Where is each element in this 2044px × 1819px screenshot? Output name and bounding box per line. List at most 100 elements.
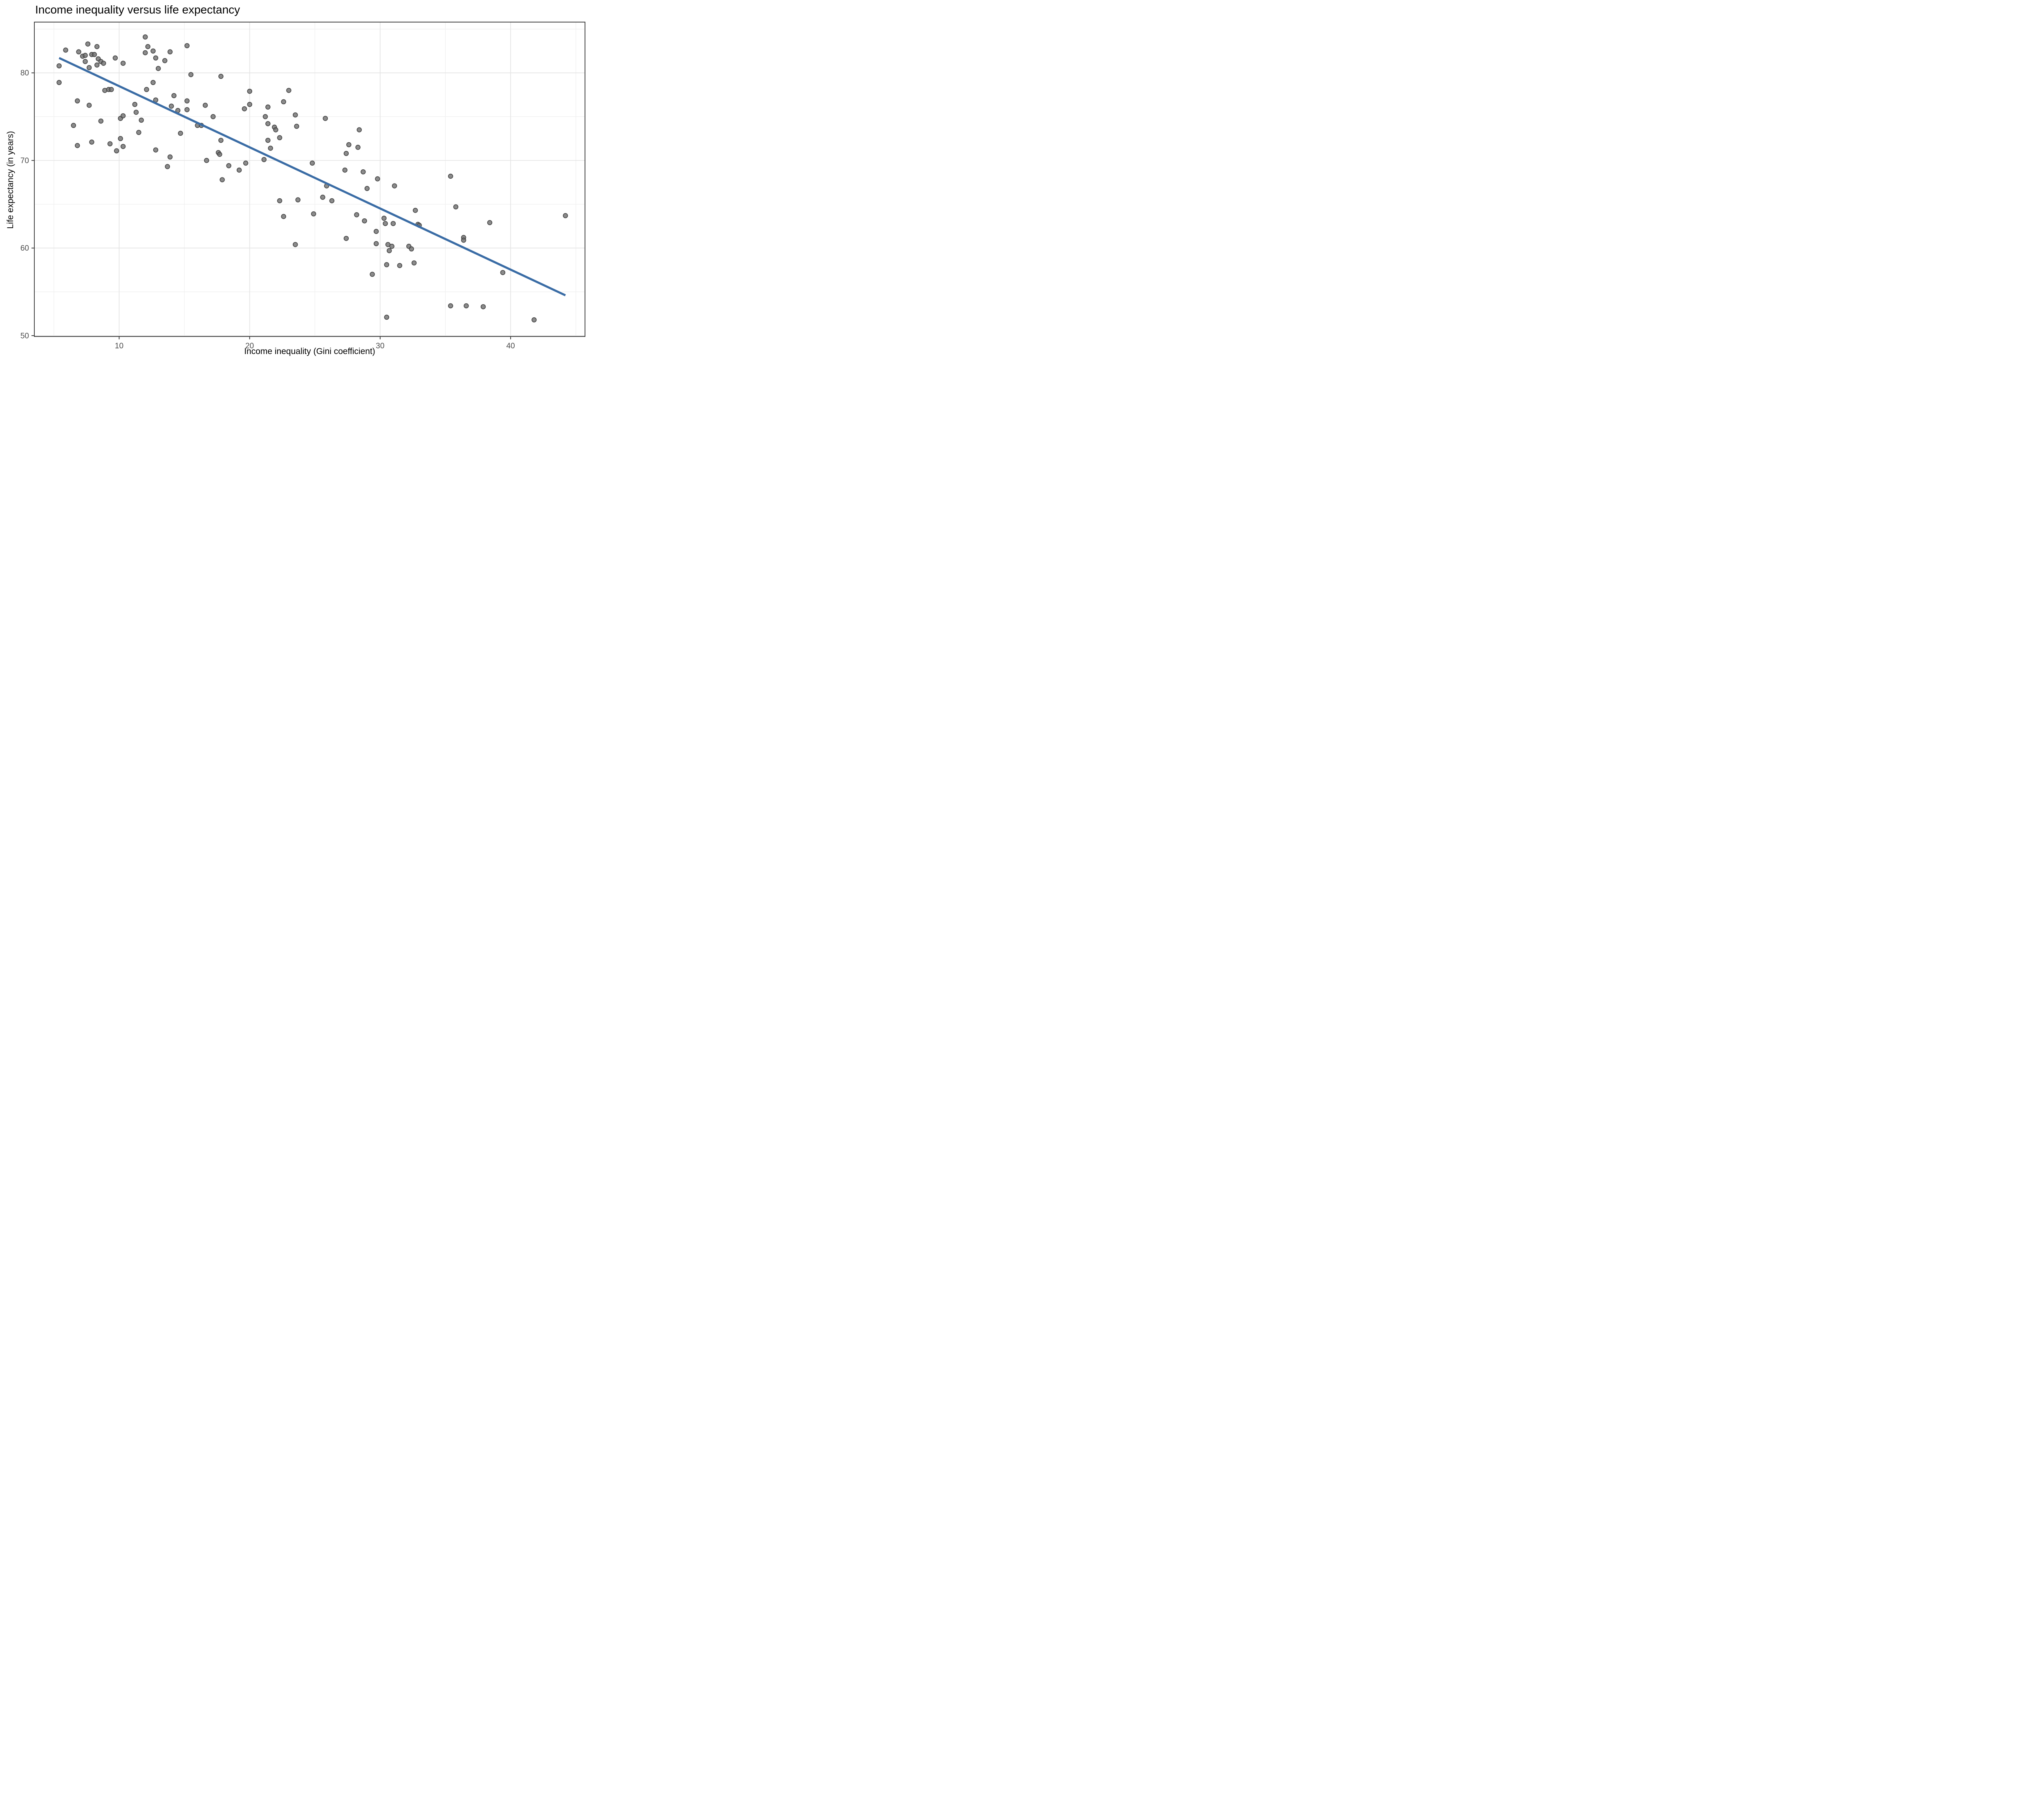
data-point [220, 177, 225, 182]
data-point [311, 211, 316, 217]
data-point [63, 47, 68, 53]
x-tick-label: 10 [115, 342, 123, 350]
data-point [143, 50, 148, 56]
data-point [374, 241, 379, 247]
data-point [392, 183, 397, 188]
data-point [153, 147, 159, 153]
data-point [136, 130, 141, 135]
data-point [500, 270, 506, 275]
data-point [178, 130, 183, 136]
data-point [480, 304, 486, 310]
data-point [94, 62, 100, 68]
data-point [261, 157, 267, 162]
data-point [56, 63, 62, 69]
data-point [162, 58, 168, 63]
data-point [76, 49, 81, 55]
data-point [362, 218, 367, 224]
data-point [309, 160, 315, 166]
data-point [98, 118, 104, 124]
data-point [75, 143, 80, 148]
data-point [112, 55, 118, 61]
data-point [277, 198, 282, 204]
data-point [167, 49, 173, 55]
data-point [343, 236, 349, 241]
data-point [323, 116, 328, 121]
data-point [155, 66, 161, 71]
data-point [120, 113, 126, 119]
data-point [409, 246, 414, 252]
data-point [453, 204, 459, 210]
data-point [218, 137, 224, 143]
data-point [145, 44, 150, 49]
data-point [343, 151, 349, 156]
plot-area: 10 20 30 40 50 60 70 80 [20, 22, 585, 350]
data-point [236, 167, 242, 173]
data-point [354, 212, 359, 218]
y-axis-title: Life expectancy (in years) [6, 131, 15, 229]
plot-title: Income inequality versus life expectancy [35, 3, 240, 16]
data-point [184, 43, 190, 49]
data-point [168, 103, 174, 109]
data-point [374, 229, 379, 234]
data-point [184, 98, 190, 104]
data-point [281, 214, 286, 219]
data-point [83, 53, 88, 58]
data-point [167, 154, 173, 160]
data-point [384, 314, 390, 320]
data-point [464, 303, 469, 309]
data-point [356, 127, 362, 132]
data-point [265, 121, 271, 126]
data-point [295, 197, 301, 203]
data-point [109, 87, 114, 92]
data-point [92, 52, 97, 57]
data-point [86, 103, 92, 108]
data-point [153, 55, 159, 61]
data-point [364, 186, 370, 191]
data-point [265, 104, 271, 110]
data-point [342, 167, 347, 173]
data-point [293, 242, 298, 247]
data-point [118, 136, 123, 141]
data-point [107, 141, 113, 146]
data-point [211, 114, 216, 119]
data-point [563, 213, 568, 218]
panel-border [34, 22, 585, 337]
y-tick-label: 70 [20, 157, 29, 165]
data-point [294, 123, 299, 129]
trend-line [58, 57, 566, 296]
data-point [386, 248, 392, 253]
data-point [346, 142, 352, 148]
data-point [243, 160, 249, 166]
data-point [487, 220, 493, 225]
data-point [265, 137, 271, 143]
data-point [412, 208, 418, 213]
data-point [144, 87, 149, 92]
data-point [355, 145, 361, 150]
data-point [56, 80, 62, 85]
data-point [217, 152, 222, 157]
data-point [448, 303, 453, 309]
x-tick-label: 30 [376, 342, 384, 350]
data-point [329, 198, 335, 204]
data-point [390, 221, 396, 226]
data-point [242, 106, 247, 112]
data-point [531, 317, 537, 323]
data-point [171, 93, 177, 99]
data-point [89, 139, 94, 145]
data-point [204, 158, 209, 163]
data-point [165, 164, 170, 169]
data-point [132, 102, 138, 107]
x-axis-title: Income inequality (Gini coefficient) [244, 347, 375, 356]
data-point [381, 215, 387, 221]
data-point [262, 114, 268, 119]
data-point [184, 107, 190, 112]
data-point [150, 80, 156, 85]
data-point [293, 112, 298, 118]
data-point [85, 41, 91, 47]
data-point [247, 102, 252, 107]
data-point [281, 99, 286, 105]
data-point [188, 72, 194, 77]
data-point [150, 48, 156, 54]
scatter-plot-figure: Income inequality versus life expectancy… [0, 0, 589, 364]
data-point [411, 260, 417, 266]
